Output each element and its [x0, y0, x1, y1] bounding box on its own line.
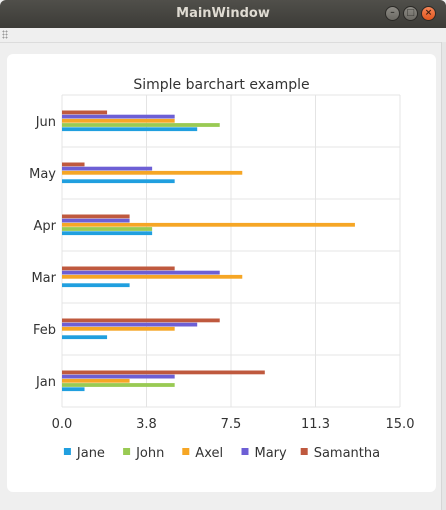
maximize-icon: □ — [406, 8, 415, 18]
x-tick-label: 7.5 — [221, 417, 242, 432]
bar-jane-apr — [62, 231, 153, 236]
bar-axel-jan — [62, 378, 130, 383]
legend-label-jane: Jane — [76, 446, 105, 461]
bar-jane-jun — [62, 127, 198, 132]
y-tick-label: Mar — [31, 271, 56, 286]
bar-mary-jan — [62, 374, 175, 379]
close-icon: × — [424, 8, 433, 18]
bar-samantha-mar — [62, 266, 175, 271]
y-axis-labels: Jan Feb Mar Apr May Jun — [29, 115, 57, 390]
bar-chart: Simple barchart example JanFebMarAprMayJ… — [29, 77, 415, 461]
legend-label-mary: Mary — [255, 446, 288, 461]
bar-samantha-jan — [62, 370, 265, 375]
bar-samantha-may — [62, 162, 85, 167]
bar-samantha-apr — [62, 214, 130, 219]
y-tick-label: Jun — [35, 115, 56, 130]
chart-view: Simple barchart example Jan Feb Mar Apr May J… — [7, 54, 436, 492]
minimize-button[interactable]: – — [385, 6, 400, 21]
bar-axel-mar — [62, 274, 243, 279]
toolbar-grip-icon[interactable] — [2, 30, 8, 39]
bar-jane-jan — [62, 387, 85, 392]
x-axis-labels: 0.0 3.8 7.5 11.3 15.0 — [52, 417, 415, 432]
bar-john-jun — [62, 123, 220, 127]
bar-mary-mar — [62, 270, 220, 275]
y-tick-label: Jan — [35, 375, 56, 390]
bar-axel-feb — [62, 326, 175, 331]
minimize-icon: – — [390, 8, 395, 18]
toolbar-area — [0, 28, 446, 43]
x-tick-label: 0.0 — [52, 417, 73, 432]
x-tick-label: 3.8 — [136, 417, 157, 432]
y-tick-label: Apr — [34, 219, 57, 234]
bar-mary-may — [62, 166, 153, 171]
legend-label-john: John — [135, 446, 164, 461]
x-tick-label: 11.3 — [301, 417, 330, 432]
bar-mary-apr — [62, 218, 130, 223]
legend-marker-jane — [63, 448, 71, 455]
bar-john-apr — [62, 227, 153, 231]
window-border — [441, 42, 446, 510]
bar-axel-apr — [62, 222, 355, 227]
legend-label-samantha: Samantha — [314, 446, 380, 461]
bar-mary-jun — [62, 114, 175, 119]
maximize-button[interactable]: □ — [403, 6, 418, 21]
legend-marker-john — [123, 448, 131, 455]
legend-label-axel: Axel — [195, 446, 223, 461]
title-bar[interactable]: MainWindow – □ × — [0, 0, 446, 28]
legend-marker-axel — [182, 448, 190, 455]
window-title: MainWindow — [176, 6, 270, 21]
bar-samantha-jun — [62, 110, 108, 115]
bar-mary-feb — [62, 322, 198, 327]
chart-grid — [61, 94, 401, 408]
bar-axel-may — [62, 170, 243, 175]
bar-jane-may — [62, 179, 175, 184]
legend-marker-mary — [241, 448, 249, 455]
close-button[interactable]: × — [421, 6, 436, 21]
chart-legend: Jane John Axel Mary Samantha — [63, 446, 380, 461]
bar-jane-feb — [62, 335, 108, 340]
bar-jane-mar — [62, 283, 130, 288]
chart-title: Simple barchart example — [133, 77, 309, 93]
bar-axel-jun — [62, 118, 175, 123]
y-tick-label: Feb — [33, 323, 56, 338]
bar-john-jan — [62, 383, 175, 387]
legend-marker-samantha — [300, 448, 308, 455]
chart-bars — [62, 110, 355, 392]
y-tick-label: May — [29, 167, 56, 182]
bar-samantha-feb — [62, 318, 220, 323]
x-tick-label: 15.0 — [386, 417, 415, 432]
